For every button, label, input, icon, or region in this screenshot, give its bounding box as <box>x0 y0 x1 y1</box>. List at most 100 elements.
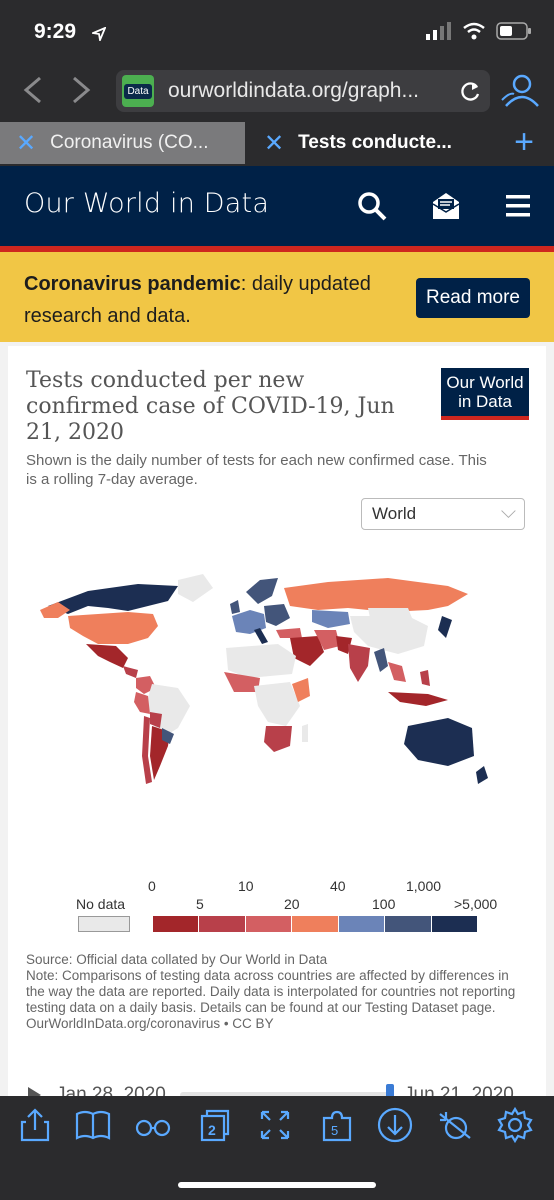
map-region-russia <box>284 578 468 612</box>
search-icon[interactable] <box>356 190 388 222</box>
new-tab-button[interactable]: + <box>514 123 534 161</box>
tab-bar: ✕ Coronavirus (CO... ✕ Tests conducte...… <box>0 122 554 166</box>
source-text: Source: Official data collated by Our Wo… <box>26 952 328 967</box>
chart-title: Tests conducted per new confirmed case o… <box>26 368 395 445</box>
region-select[interactable]: World ⌵ <box>361 498 525 530</box>
legend-tick: 10 <box>238 878 254 894</box>
map-region-southeast-asia <box>388 662 406 682</box>
share-icon[interactable] <box>16 1106 54 1144</box>
map-region-china <box>350 616 428 654</box>
status-bar: 9:29 <box>0 0 554 62</box>
map-region-kazakhstan <box>312 610 350 628</box>
banner-description: : daily updated research and data. <box>24 273 371 327</box>
tabs-count-icon[interactable]: 2 <box>196 1106 234 1144</box>
back-button[interactable] <box>14 70 54 110</box>
map-region-peru <box>134 692 150 714</box>
bookmarks-icon[interactable] <box>74 1106 112 1144</box>
legend-tick: 5 <box>196 896 204 912</box>
legend-swatch <box>431 916 478 932</box>
map-region-east-africa <box>292 678 310 702</box>
banner-title[interactable]: Coronavirus pandemic <box>24 273 241 295</box>
world-map[interactable] <box>28 566 528 796</box>
chart-source: Source: Official data collated by Our Wo… <box>26 952 526 1032</box>
map-region-chile <box>142 716 152 784</box>
battery-icon <box>496 22 531 40</box>
map-region-madagascar <box>302 724 308 742</box>
menu-icon[interactable] <box>504 192 532 220</box>
map-region-philippines <box>420 670 430 686</box>
legend-tick: 1,000 <box>406 878 442 894</box>
map-region-new-zealand <box>476 766 488 784</box>
night-mode-icon[interactable] <box>436 1106 474 1144</box>
tab-tests-conducted[interactable]: ✕ Tests conducte... <box>248 122 490 164</box>
tab-coronavirus[interactable]: ✕ Coronavirus (CO... <box>0 122 245 164</box>
legend-swatch <box>385 916 432 932</box>
chevron-down-icon: ⌵ <box>500 501 516 523</box>
close-tab-icon[interactable]: ✕ <box>264 129 285 157</box>
browser-toolbar: Data ourworldindata.org/graph... <box>0 62 554 122</box>
map-region-italy <box>254 628 268 644</box>
map-region-north-africa <box>226 644 296 678</box>
settings-icon[interactable] <box>496 1106 534 1144</box>
map-region-middle-east <box>290 636 324 666</box>
legend-swatch <box>153 916 200 932</box>
site-favicon: Data <box>122 75 154 107</box>
timeline-track[interactable] <box>180 1092 390 1098</box>
map-region-canada <box>48 584 178 614</box>
downloads-icon[interactable] <box>376 1106 414 1144</box>
map-region-mexico <box>86 644 128 668</box>
owid-badge[interactable]: Our World in Data <box>441 368 529 420</box>
extensions-icon[interactable]: 5 <box>318 1106 356 1144</box>
timeline-handle[interactable] <box>386 1084 394 1104</box>
svg-text:5: 5 <box>331 1123 338 1138</box>
tab-label: Tests conducte... <box>298 132 452 153</box>
banner-text: Coronavirus pandemic: daily updated rese… <box>24 268 394 332</box>
status-time: 9:29 <box>34 20 77 43</box>
map-region-australia <box>404 718 474 766</box>
legend-swatch <box>292 916 339 932</box>
url-field[interactable]: Data ourworldindata.org/graph... <box>116 70 490 112</box>
url-text: ourworldindata.org/graph... <box>168 79 419 102</box>
legend-no-data-swatch <box>78 916 130 932</box>
forward-button[interactable] <box>60 70 100 110</box>
map-region-usa <box>68 612 158 644</box>
legend-no-data-label: No data <box>76 896 126 912</box>
legend-tick: >5,000 <box>454 896 498 912</box>
map-region-mongolia <box>368 608 412 618</box>
map-region-central-america <box>123 666 138 678</box>
home-indicator <box>178 1182 376 1188</box>
map-region-eastern-europe <box>264 604 290 626</box>
read-more-button[interactable]: Read more <box>416 278 530 318</box>
wifi-icon <box>463 22 485 40</box>
svg-text:2: 2 <box>208 1122 216 1138</box>
map-region-central-africa <box>254 682 300 726</box>
expand-icon[interactable] <box>256 1106 294 1144</box>
region-selected: World <box>372 504 417 523</box>
reading-list-icon[interactable] <box>134 1106 172 1144</box>
map-region-paraguay-uruguay <box>162 728 174 744</box>
reload-icon[interactable] <box>458 80 482 104</box>
site-logo[interactable]: Our World in Data <box>24 188 270 219</box>
announcement-banner: Coronavirus pandemic: daily updated rese… <box>0 252 554 342</box>
profile-icon[interactable] <box>498 70 542 110</box>
map-region-western-europe <box>232 610 266 634</box>
signal-icon <box>426 22 451 40</box>
map-region-greenland <box>178 574 213 602</box>
close-tab-icon[interactable]: ✕ <box>16 129 37 157</box>
map-region-bolivia <box>150 712 162 728</box>
map-region-nordics <box>246 578 278 604</box>
header-stripe <box>0 246 554 252</box>
map-region-southern-africa <box>264 726 292 752</box>
main-content: Tests conducted per new confirmed case o… <box>0 342 554 1106</box>
legend-tick: 20 <box>284 896 300 912</box>
map-region-india <box>348 644 370 682</box>
newsletter-icon[interactable] <box>430 190 462 222</box>
legend-tick: 100 <box>372 896 396 912</box>
note-text: Note: Comparisons of testing data across… <box>26 968 516 1015</box>
map-region-myanmar <box>374 648 388 672</box>
legend-color-scale <box>153 916 478 932</box>
tab-label: Coronavirus (CO... <box>50 132 209 153</box>
chart-subtitle: Shown is the daily number of tests for e… <box>26 452 487 488</box>
source-link[interactable]: OurWorldInData.org/coronavirus • CC BY <box>26 1016 274 1031</box>
legend-tick: 40 <box>330 878 346 894</box>
